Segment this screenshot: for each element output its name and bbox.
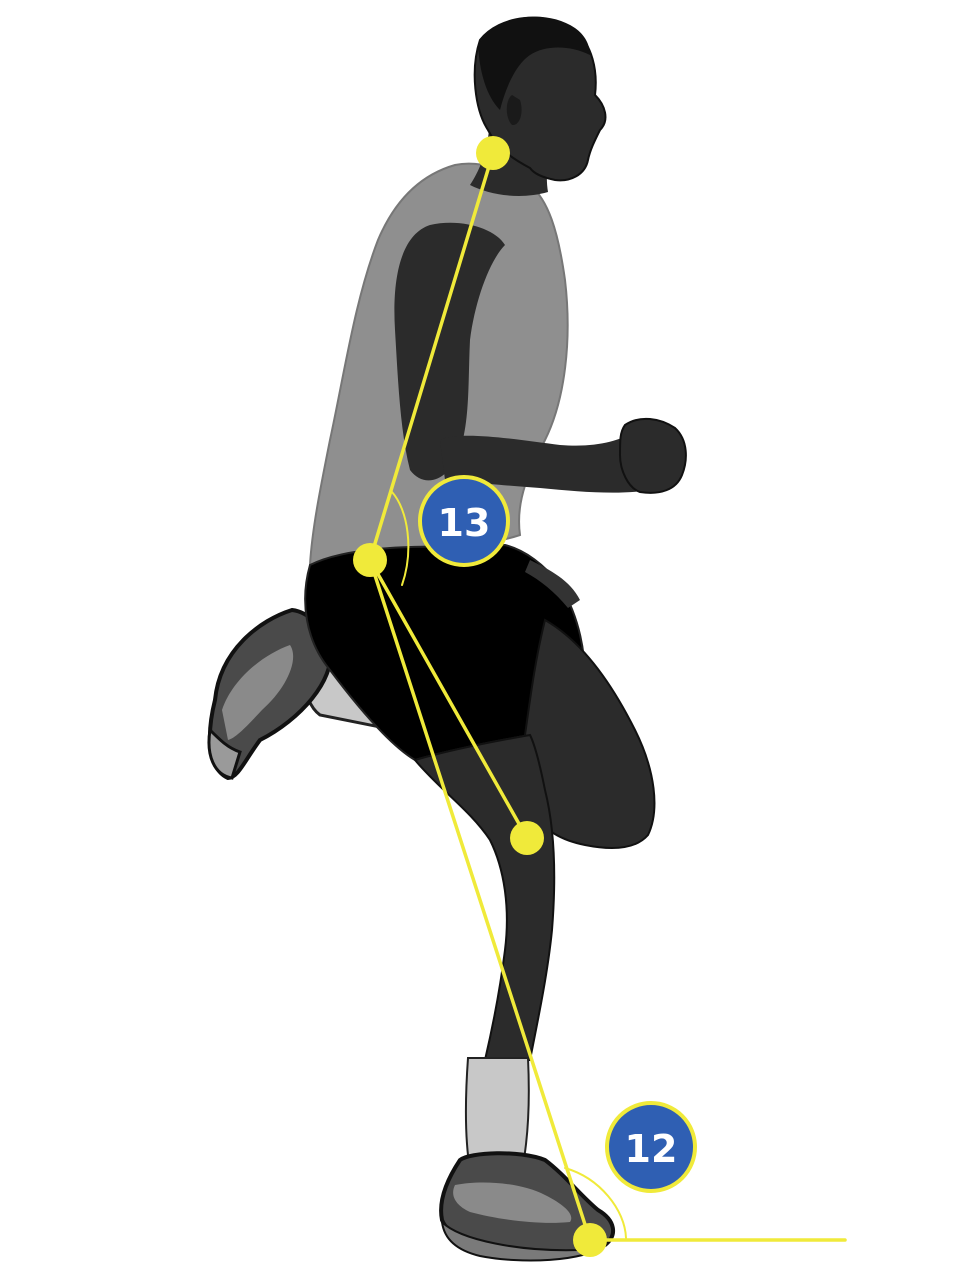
trunk-line [368,151,495,562]
stance-leg [413,733,615,1262]
knee-joint [510,821,544,855]
upper-arm [394,222,505,481]
joints [353,136,607,1257]
forearm [440,425,665,493]
fist [618,417,687,494]
back-shoe-heel [207,726,242,780]
hip-joint [353,543,387,577]
foot-strike-angle-badge-circle [605,1101,697,1193]
back-shoe-sole [222,645,294,740]
hip-ankle-line [368,558,592,1242]
hip-angle-arc [391,491,410,586]
hair [478,16,590,110]
ankle-angle-arc [564,1167,627,1239]
trunk-angle-value: 13 [438,501,491,545]
shorts-side [525,560,580,608]
trunk-angle-badge-circle [418,475,510,567]
stance-shoe-panel [453,1182,572,1223]
stance-thigh-calf [413,733,556,1061]
torso [308,162,687,567]
neck-joint [476,136,510,170]
trunk-angle-badge: 13 [418,475,510,567]
thigh-line [368,558,529,840]
foot-strike-angle-value: 12 [625,1127,678,1171]
foot-strike-angle-badge: 12 [605,1101,697,1193]
ear [506,95,522,126]
analysis-overlay [368,151,847,1242]
ankle-joint [573,1223,607,1257]
